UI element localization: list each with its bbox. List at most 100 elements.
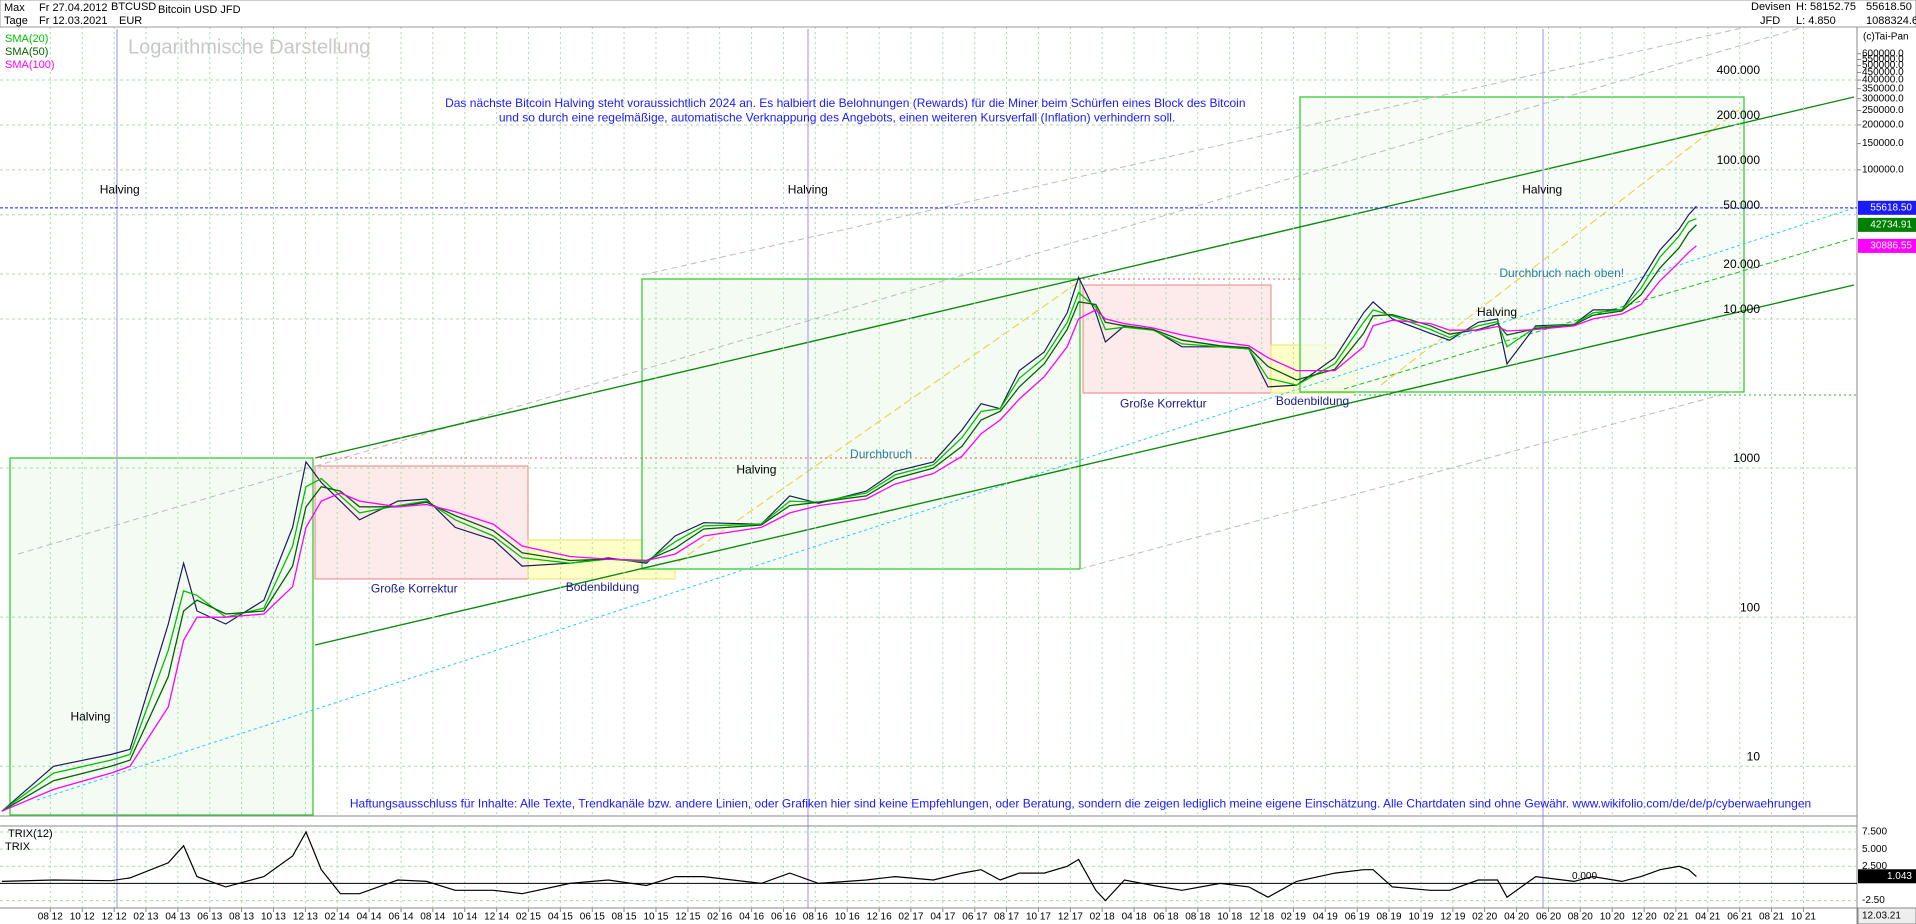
x-tick-label: 12 18 (1249, 912, 1274, 923)
x-tick-label: 08 18 (1185, 912, 1210, 923)
y-tick-label: 1000 (1733, 451, 1760, 465)
copyright: (c)Tai-Pan (1863, 32, 1909, 43)
x-tick-label: 10 14 (452, 912, 477, 923)
annotation: Haftungsausschluss für Inhalte: Alle Tex… (350, 796, 1811, 810)
price-marker (1858, 217, 1916, 232)
x-tick-label: 12 13 (293, 912, 318, 923)
y-tick-label: 100 (1740, 600, 1760, 614)
y2-tick-label: 150000.0 (1862, 138, 1904, 149)
x-tick-label: 12 14 (484, 912, 509, 923)
price-marker (1858, 238, 1916, 253)
y-tick-label: 10 (1747, 749, 1761, 763)
interval[interactable]: Tage (4, 15, 28, 27)
x-tick-label: 06 19 (1345, 912, 1370, 923)
x-tick-label: 10 12 (70, 912, 95, 923)
trend-line (677, 280, 1081, 563)
series-line (1, 218, 1697, 812)
low: L: 4.850 (1796, 15, 1836, 27)
price-marker (1858, 200, 1916, 215)
annotation: Bodenbildung (566, 580, 639, 594)
x-tick-label: 10 15 (643, 912, 668, 923)
y-tick-label: -2.50 (1862, 895, 1885, 906)
x-tick-label: 04 14 (357, 912, 382, 923)
x-tick-label: 12 15 (675, 912, 700, 923)
y-tick-label: 10.000 (1723, 302, 1760, 316)
currency: EUR (119, 15, 142, 27)
x-tick-label: 08 19 (1377, 912, 1402, 923)
x-tick-label: 02 13 (133, 912, 158, 923)
y-tick-label: 400.000 (1717, 63, 1761, 77)
x-tick-label: 04 17 (930, 912, 955, 923)
y2-tick-label: 550000.0 (1862, 54, 1904, 65)
box (1299, 96, 1745, 393)
x-tick-label: 04 16 (739, 912, 764, 923)
y-tick-label: 2.500 (1862, 861, 1887, 872)
category: Devisen (1751, 1, 1791, 13)
annotation: Halving (1477, 305, 1517, 319)
x-tick-label: 02 19 (1281, 912, 1306, 923)
x-tick-label: 12 19 (1440, 912, 1465, 923)
box (314, 465, 529, 580)
annotation: Das nächste Bitcoin Halving steht voraus… (445, 96, 1245, 110)
symbol: BTCUSD (111, 1, 156, 13)
y-tick-label: 5.000 (1862, 844, 1887, 855)
annotation: und so durch eine regelmäßige, automatis… (499, 111, 1175, 125)
trend-line (1380, 107, 1742, 386)
annotation: Halving (788, 183, 828, 197)
x-tick-label: 08 15 (612, 912, 637, 923)
price-marker-label: 55618.50 (1870, 202, 1912, 213)
annotation: Halving (1522, 183, 1562, 197)
indicator-title: TRIX(12) (8, 828, 53, 840)
x-tick-label: 12 16 (867, 912, 892, 923)
header-bar (0, 0, 1916, 28)
header: Max Tage Fr 27.04.2012 Fr 12.03.2021 BTC… (0, 0, 1916, 28)
x-tick-label: 12 12 (102, 912, 127, 923)
x-tick-label: 06 21 (1727, 912, 1752, 923)
date-box-frame (1857, 907, 1916, 924)
x-tick-label: 10 21 (1791, 912, 1816, 923)
y-tick-label: 100.000 (1717, 153, 1761, 167)
y2-tick-label: 250000.0 (1862, 105, 1904, 116)
x-tick-label: 06 13 (197, 912, 222, 923)
price-marker-label: 1.043 (1887, 871, 1912, 882)
legend-entry: TRIX (5, 841, 31, 853)
annotation: Große Korrektur (371, 581, 458, 595)
series-line (1, 245, 1697, 812)
x-tick-label: 10 20 (1600, 912, 1625, 923)
x-tick-label: 10 13 (261, 912, 286, 923)
annotation: Bodenbildung (1276, 394, 1349, 408)
y2-tick-label: 350000.0 (1862, 83, 1904, 94)
legend-entry: SMA(50) (5, 46, 48, 58)
y2-tick-label: 100000.0 (1862, 164, 1904, 175)
trend-line (314, 284, 1855, 646)
plot: 10 100 1000 10.000 20.000 50.000 100.000 200.00… (0, 27, 1916, 923)
source: JFD (1760, 15, 1780, 27)
date-label: 12.03.21 (1862, 911, 1901, 922)
x-tick-label: 10 16 (835, 912, 860, 923)
x-tick-label: 02 20 (1472, 912, 1497, 923)
x-tick-label: 02 21 (1663, 912, 1688, 923)
y-tick-label: 20.000 (1723, 257, 1760, 271)
y2-tick-label: 500000.0 (1862, 60, 1904, 71)
x-tick-label: 02 16 (707, 912, 732, 923)
x-tick-label: 08 21 (1759, 912, 1784, 923)
x-tick-label: 08 14 (420, 912, 445, 923)
trend-line (641, 23, 1761, 276)
x-tick-label: 06 16 (771, 912, 796, 923)
x-tick-label: 12 17 (1058, 912, 1083, 923)
end-date: Fr 12.03.2021 (39, 15, 108, 27)
price-marker (1858, 869, 1916, 884)
x-tick-label: 06 18 (1154, 912, 1179, 923)
y-tick-label: 50.000 (1723, 198, 1760, 212)
period[interactable]: Max (4, 2, 25, 14)
series-line (1, 224, 1697, 812)
box (9, 457, 314, 816)
price-marker-label: 42734.91 (1870, 220, 1912, 231)
series-line (1, 205, 1697, 812)
x-tick-label: 02 15 (516, 912, 541, 923)
price-marker-label: 30886.55 (1870, 241, 1912, 252)
x-tick-label: 06 15 (580, 912, 605, 923)
x-tick-label: 04 13 (165, 912, 190, 923)
y2-tick-label: 400000.0 (1862, 75, 1904, 86)
